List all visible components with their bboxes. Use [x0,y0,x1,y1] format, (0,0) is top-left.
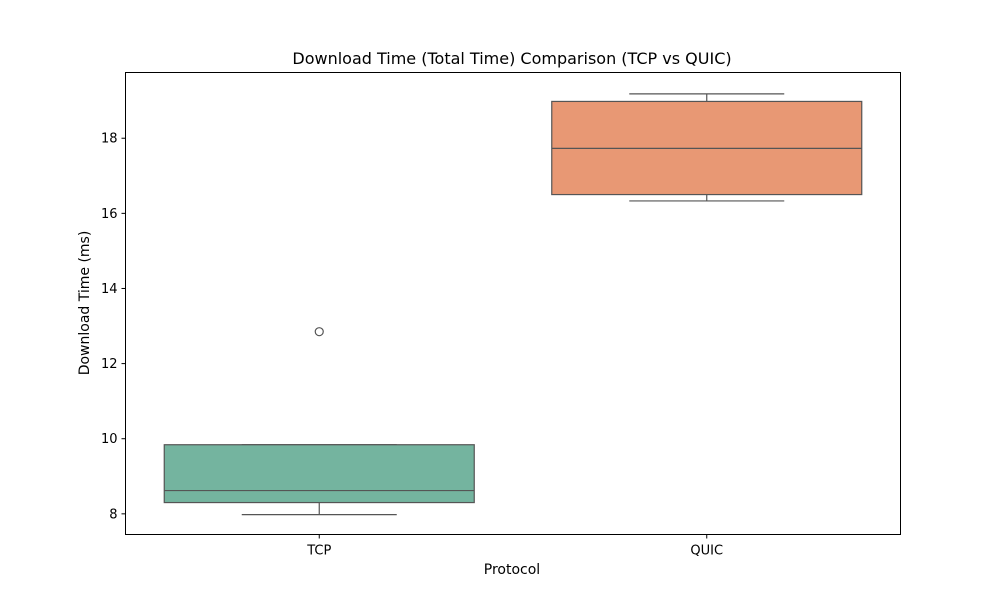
y-axis-label: Download Time (ms) [77,231,93,376]
box-quic [551,93,863,202]
y-axis: 8 10 12 14 16 18 [101,132,126,522]
y-tick-label: 14 [101,282,118,297]
chart-title: Download Time (Total Time) Comparison (T… [292,49,731,68]
y-tick-label: 8 [109,507,117,522]
plot-frame [125,72,901,535]
y-tick-label: 12 [101,357,118,372]
y-tick-label: 16 [101,207,118,222]
x-axis-label: Protocol [484,562,540,578]
x-axis: TCP QUIC [306,534,723,559]
y-tick-label: 10 [101,432,118,447]
x-tick-label: TCP [306,544,331,559]
iqr-box [163,444,475,504]
x-tick-label: QUIC [690,544,723,559]
y-tick-label: 18 [101,132,118,147]
plot-area [163,93,863,516]
outlier-point [314,327,324,337]
box-tcp [163,327,475,516]
